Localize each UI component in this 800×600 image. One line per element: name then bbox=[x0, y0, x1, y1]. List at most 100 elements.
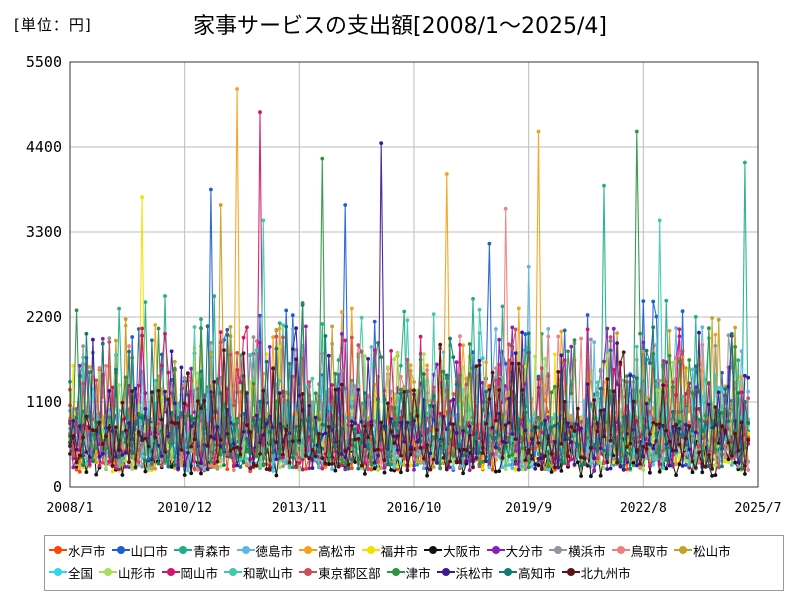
data-point bbox=[333, 371, 338, 376]
data-point bbox=[97, 463, 102, 468]
data-point bbox=[562, 328, 567, 333]
data-point bbox=[379, 466, 384, 470]
data-point bbox=[523, 467, 528, 471]
data-point bbox=[431, 385, 436, 390]
data-point bbox=[218, 330, 223, 334]
data-point bbox=[385, 462, 390, 467]
data-point bbox=[274, 346, 279, 351]
data-point bbox=[720, 410, 724, 415]
legend-item: 福井市 bbox=[361, 539, 418, 561]
data-point bbox=[402, 309, 407, 314]
data-point bbox=[448, 421, 452, 426]
data-point bbox=[376, 397, 380, 402]
data-point bbox=[418, 357, 423, 362]
data-point bbox=[313, 425, 318, 430]
data-point bbox=[435, 362, 439, 367]
data-point bbox=[743, 472, 747, 476]
data-point bbox=[641, 468, 646, 472]
data-point bbox=[553, 465, 557, 470]
data-point bbox=[117, 448, 121, 452]
data-point bbox=[349, 419, 354, 424]
data-point bbox=[277, 379, 282, 383]
data-point bbox=[317, 465, 321, 469]
legend-marker bbox=[436, 567, 455, 577]
data-point bbox=[127, 344, 131, 348]
data-point bbox=[336, 387, 341, 391]
data-point bbox=[690, 428, 695, 433]
legend-label: 山形市 bbox=[118, 565, 156, 581]
data-point bbox=[353, 421, 357, 426]
data-point bbox=[513, 351, 518, 356]
data-point bbox=[743, 399, 747, 404]
data-point bbox=[238, 380, 243, 385]
data-point bbox=[382, 465, 387, 470]
data-point bbox=[290, 327, 295, 331]
data-point bbox=[467, 424, 472, 429]
data-point bbox=[579, 336, 583, 341]
data-point bbox=[172, 463, 177, 467]
data-point bbox=[625, 451, 629, 456]
data-point bbox=[97, 366, 102, 370]
data-point bbox=[346, 466, 351, 471]
data-point bbox=[84, 331, 89, 336]
data-point bbox=[156, 388, 161, 393]
data-point bbox=[628, 447, 633, 452]
data-point bbox=[602, 183, 606, 188]
data-point bbox=[71, 465, 76, 470]
data-point bbox=[392, 405, 397, 410]
data-point bbox=[605, 326, 610, 331]
data-point bbox=[225, 327, 230, 332]
data-point bbox=[209, 341, 213, 345]
data-point bbox=[130, 389, 135, 393]
data-point bbox=[431, 312, 436, 316]
data-point bbox=[733, 431, 737, 436]
data-point bbox=[235, 87, 240, 91]
data-point bbox=[733, 450, 737, 455]
legend-item: 浜松市 bbox=[436, 561, 493, 583]
legend-label: 鳥取市 bbox=[630, 543, 669, 559]
data-point bbox=[703, 422, 708, 427]
data-point bbox=[566, 349, 570, 354]
data-point bbox=[209, 187, 213, 192]
data-point bbox=[595, 448, 600, 453]
data-point bbox=[510, 452, 515, 457]
x-tick-label: 2013/11 bbox=[272, 501, 327, 516]
data-point bbox=[228, 352, 233, 357]
data-point bbox=[611, 460, 616, 465]
data-point bbox=[369, 345, 374, 349]
legend-item: 徳島市 bbox=[236, 539, 293, 561]
data-point bbox=[376, 459, 380, 464]
data-point bbox=[651, 299, 656, 304]
data-point bbox=[526, 419, 531, 424]
data-point bbox=[320, 456, 325, 460]
data-point bbox=[723, 459, 728, 464]
data-point bbox=[84, 450, 89, 454]
data-point bbox=[634, 448, 639, 452]
data-point bbox=[287, 440, 292, 444]
data-point bbox=[543, 418, 547, 423]
data-point bbox=[664, 298, 669, 303]
data-point bbox=[500, 375, 505, 380]
legend-label: 津市 bbox=[405, 565, 431, 581]
data-point bbox=[421, 456, 426, 461]
data-point bbox=[707, 453, 711, 457]
data-point bbox=[634, 463, 639, 468]
data-point bbox=[507, 342, 511, 347]
data-point bbox=[507, 463, 511, 467]
data-point bbox=[644, 447, 649, 451]
data-point bbox=[543, 454, 547, 459]
data-point bbox=[84, 461, 89, 466]
data-point bbox=[261, 463, 266, 468]
data-point bbox=[451, 397, 456, 402]
data-point bbox=[209, 434, 213, 439]
data-point bbox=[330, 467, 334, 471]
legend-label: 北九州市 bbox=[580, 565, 631, 581]
data-point bbox=[687, 462, 692, 467]
data-point bbox=[530, 464, 534, 469]
data-point bbox=[199, 326, 203, 331]
legend-item: 大阪市 bbox=[424, 539, 481, 561]
data-point bbox=[143, 436, 148, 441]
data-point bbox=[212, 294, 217, 299]
data-point bbox=[372, 363, 377, 367]
data-point bbox=[192, 325, 197, 329]
